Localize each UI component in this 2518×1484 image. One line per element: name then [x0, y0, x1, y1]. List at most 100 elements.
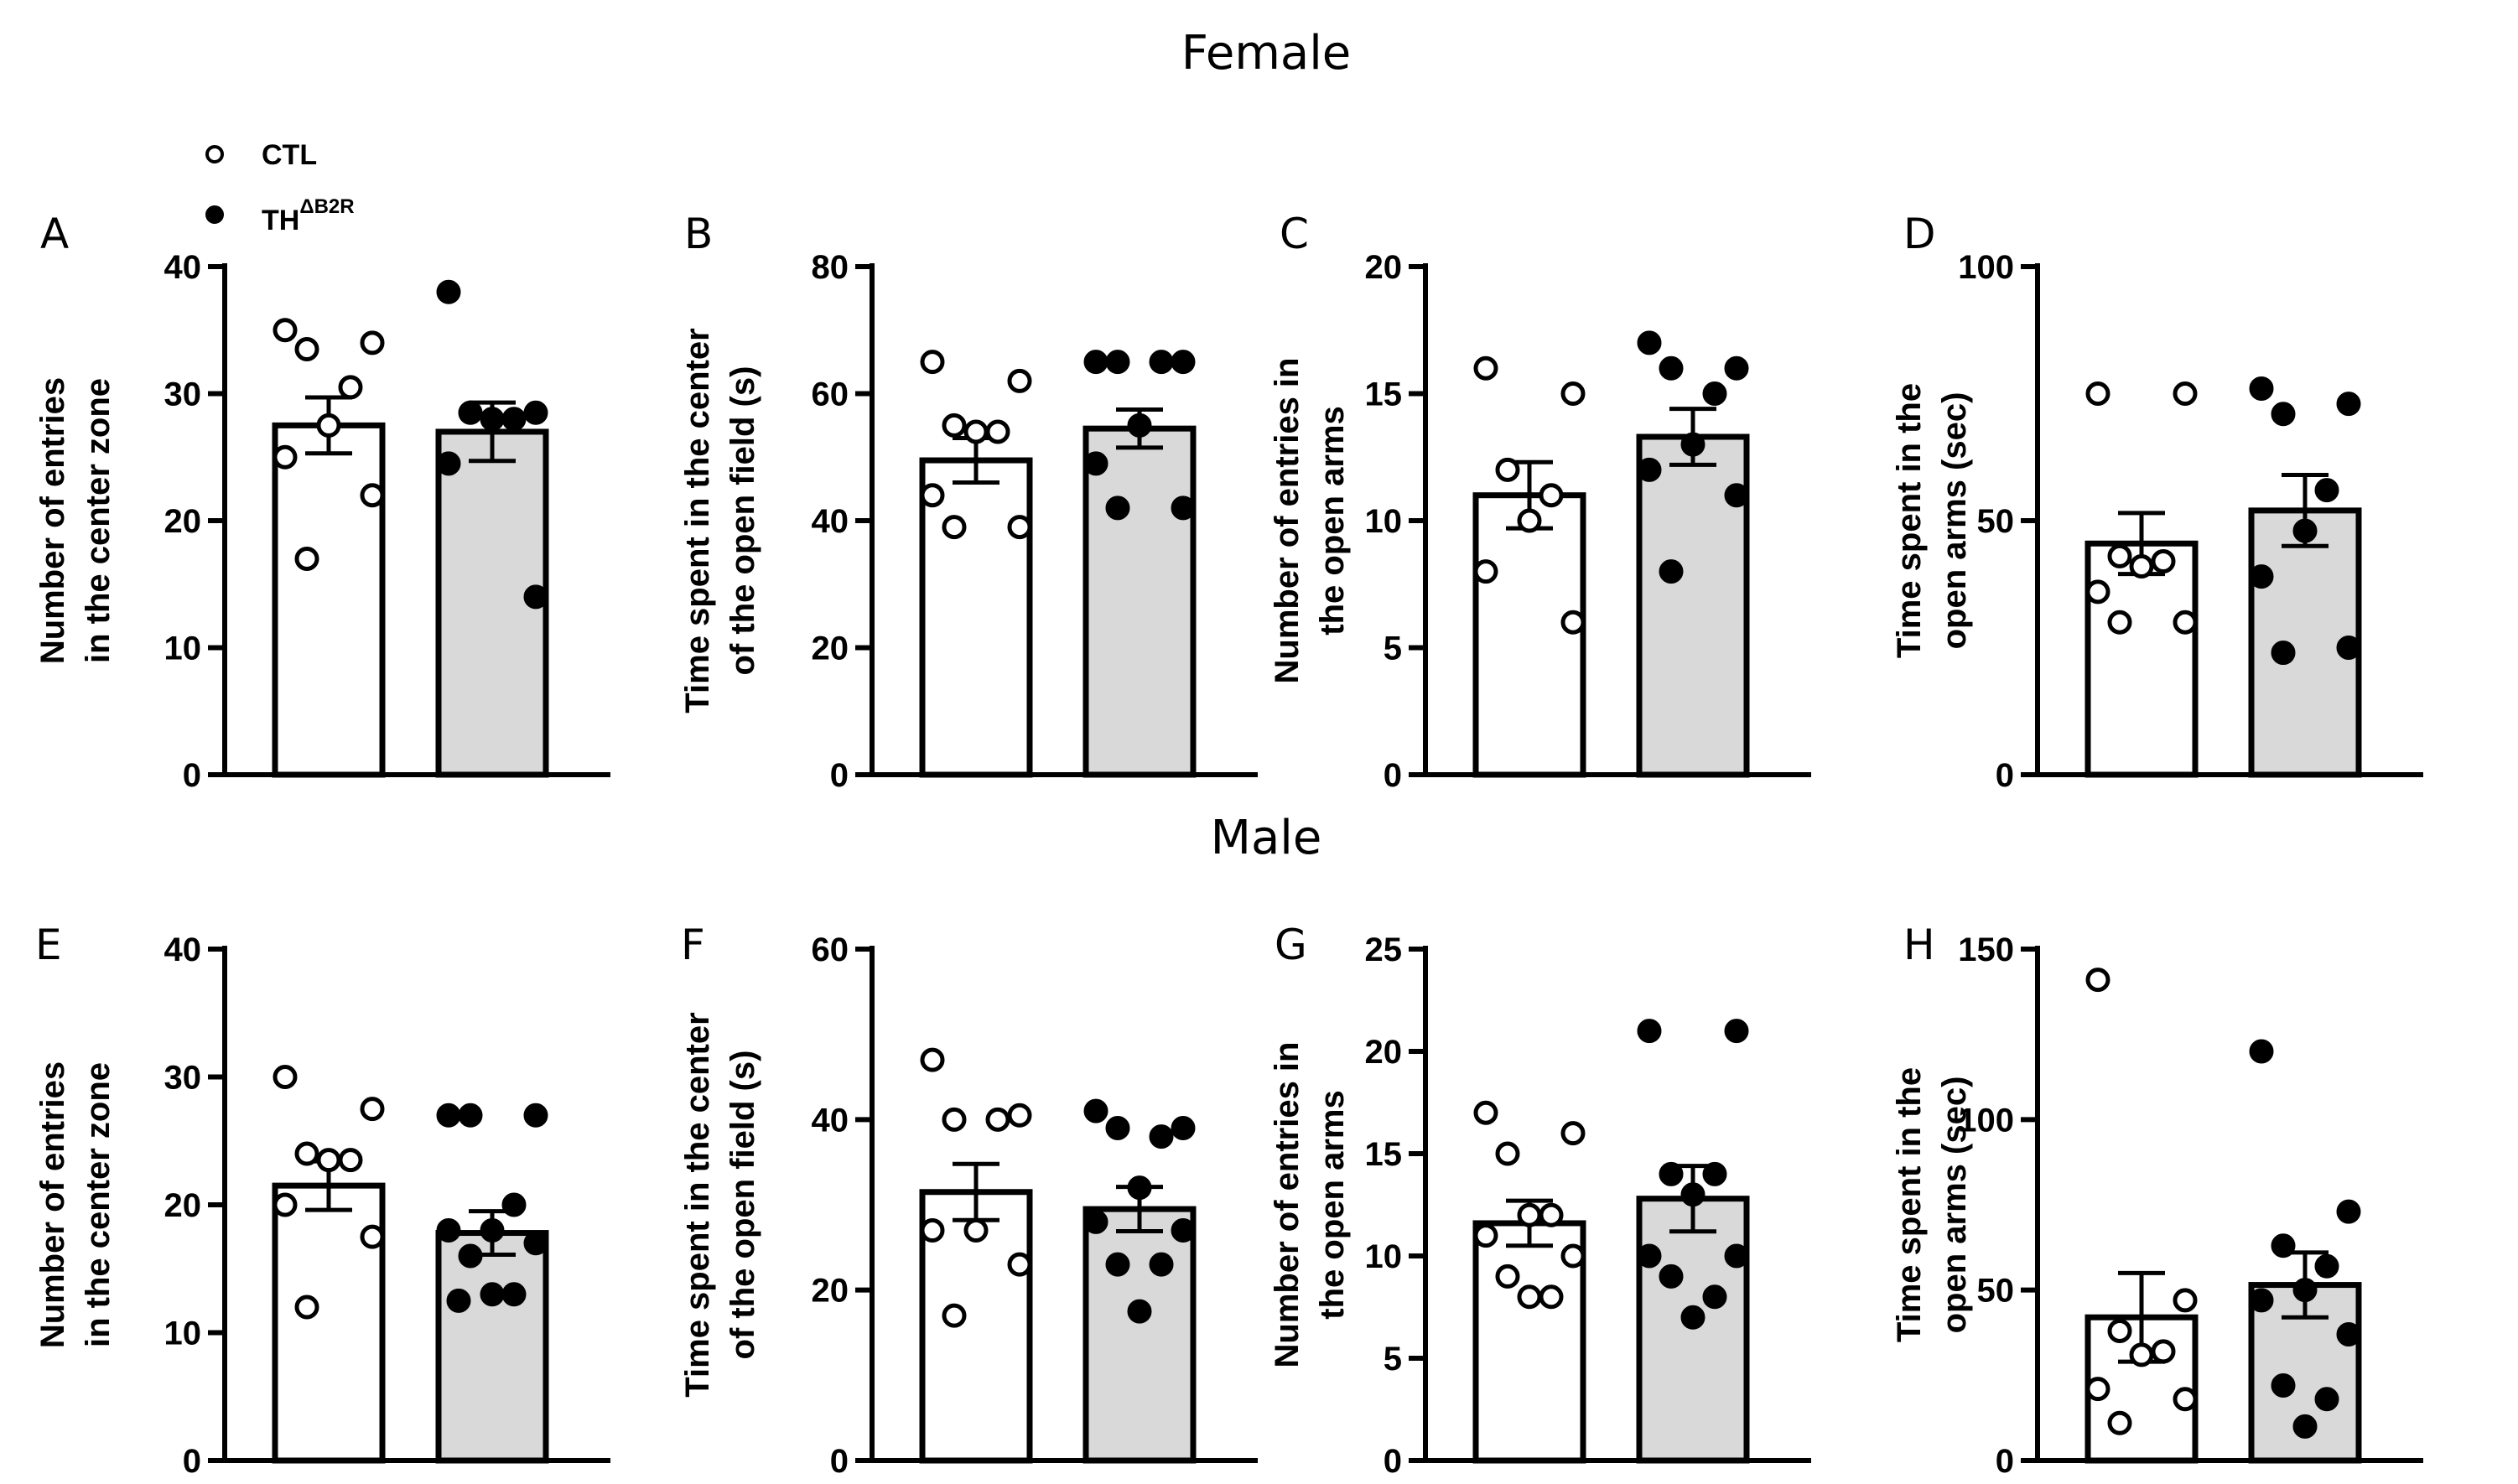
point-d-th-2	[2336, 392, 2361, 417]
panel-letter-c: C	[1280, 210, 1309, 258]
legend: CTL THΔB2R	[205, 139, 355, 236]
y-axis-label-f-line2: of the open field (s)	[724, 1051, 761, 1360]
y-tick-label-g-5: 5	[1384, 1341, 1402, 1378]
point-c-th-7	[1724, 483, 1749, 508]
legend-ctl-marker	[205, 145, 224, 163]
y-axis-label-e-line2: in the center zone	[80, 1062, 117, 1347]
point-g-ctl-9	[1539, 1284, 1564, 1310]
point-b-ctl-1	[920, 350, 945, 375]
point-d-ctl-1	[2085, 381, 2110, 406]
y-axis-label-c-line1: Number of entries in	[1269, 358, 1306, 684]
y-axis-label-g-line2: the open arms	[1314, 1090, 1351, 1319]
point-e-th-8	[458, 1243, 483, 1269]
point-d-ctl-7	[2173, 610, 2198, 635]
y-tick-label-d-100: 100	[1958, 249, 2014, 286]
point-b-th-4	[1149, 350, 1174, 375]
bar-c-ctl	[1472, 492, 1586, 778]
point-d-th-1	[2249, 376, 2274, 401]
y-tick-label-h-50: 50	[1977, 1273, 2015, 1310]
panel-letter-e: E	[35, 921, 62, 969]
y-tick-label-g-15: 15	[1365, 1136, 1403, 1173]
point-f-ctl-8	[942, 1303, 967, 1328]
y-axis-label-d-line1: Time spent in the	[1891, 383, 1928, 658]
point-c-ctl-3	[1495, 457, 1520, 482]
female-title: Female	[1181, 26, 1351, 80]
point-d-th-7	[2336, 636, 2361, 660]
point-f-th-7	[1171, 1218, 1196, 1243]
point-f-ctl-2	[1007, 1103, 1032, 1128]
point-a-ctl-1	[273, 318, 298, 343]
y-tick-label-a-10: 10	[164, 630, 202, 667]
point-c-th-2	[1724, 355, 1749, 381]
point-h-ctl-7	[2173, 1387, 2198, 1412]
legend-th-label-main: TH	[262, 205, 299, 236]
y-tick-label-h-0: 0	[1996, 1443, 2014, 1480]
point-h-ctl-5	[2129, 1342, 2154, 1367]
panel-letter-h: H	[1903, 921, 1935, 969]
panel-c: C Number of entries in the open arms 0 5 10 15…	[1269, 210, 1811, 794]
point-d-ctl-2	[2173, 381, 2198, 406]
point-b-th-8	[1105, 496, 1130, 521]
point-a-ctl-5	[316, 413, 341, 438]
point-e-th-2	[523, 1103, 548, 1128]
point-g-ctl-1	[1473, 1100, 1498, 1125]
point-a-ctl-8	[294, 546, 319, 571]
point-g-ctl-7	[1560, 1243, 1586, 1269]
panel-e: E Number of entries in the center zone 0 10 2…	[34, 921, 610, 1480]
point-f-ctl-7	[1007, 1252, 1032, 1277]
point-e-ctl-5	[316, 1148, 341, 1173]
y-tick-label-f-40: 40	[812, 1102, 849, 1139]
y-tick-label-g-25: 25	[1365, 931, 1403, 968]
point-f-th-6	[1083, 1209, 1108, 1234]
y-axis-label-c-line2: the open arms	[1314, 406, 1351, 635]
y-tick-label-a-0: 0	[183, 757, 201, 794]
point-e-ctl-2	[360, 1097, 385, 1122]
y-tick-label-a-30: 30	[164, 376, 202, 413]
point-e-th-9	[501, 1282, 527, 1307]
point-a-th-4	[501, 407, 527, 432]
y-axis-label-g-line1: Number of entries in	[1269, 1042, 1306, 1368]
point-e-th-4	[501, 1192, 527, 1217]
point-d-th-4	[2314, 478, 2339, 503]
point-f-ctl-4	[985, 1107, 1010, 1132]
point-d-ctl-8	[2107, 610, 2132, 635]
point-h-th-6	[2249, 1288, 2274, 1313]
point-f-th-9	[1149, 1252, 1174, 1277]
point-e-th-3	[458, 1103, 483, 1128]
y-tick-label-c-0: 0	[1384, 757, 1402, 794]
y-tick-label-c-10: 10	[1365, 503, 1403, 540]
panel-letter-f: F	[681, 921, 705, 969]
point-b-ctl-4	[985, 419, 1010, 444]
point-f-ctl-3	[942, 1107, 967, 1132]
legend-th-label: THΔB2R	[262, 195, 355, 236]
y-tick-label-a-40: 40	[164, 249, 202, 286]
y-tick-label-f-20: 20	[812, 1273, 849, 1310]
point-h-th-5	[2292, 1278, 2318, 1303]
point-e-ctl-7	[360, 1224, 385, 1249]
point-h-ctl-2	[2173, 1288, 2198, 1313]
point-e-th-6	[436, 1218, 461, 1243]
point-b-ctl-5	[963, 419, 989, 444]
point-h-th-7	[2336, 1322, 2361, 1347]
y-tick-label-f-60: 60	[812, 931, 849, 968]
point-f-th-4	[1149, 1124, 1174, 1149]
bar-a-ctl	[272, 422, 386, 778]
point-g-th-3	[1659, 1161, 1684, 1186]
bar-b-th	[1082, 425, 1197, 778]
point-g-ctl-2	[1560, 1121, 1586, 1146]
point-a-th-1	[436, 279, 461, 304]
y-tick-label-e-0: 0	[183, 1443, 201, 1480]
point-b-th-1	[1083, 350, 1108, 375]
y-tick-label-e-30: 30	[164, 1060, 202, 1097]
point-g-ctl-8	[1495, 1263, 1520, 1289]
y-tick-label-g-20: 20	[1365, 1034, 1403, 1071]
point-e-th-10	[480, 1282, 505, 1307]
point-a-ctl-6	[273, 444, 298, 470]
y-axis-label-a-line2: in the center zone	[80, 378, 117, 663]
point-g-th-8	[1659, 1263, 1684, 1289]
point-b-ctl-7	[1007, 515, 1032, 540]
point-g-ctl-6	[1473, 1223, 1498, 1248]
panel-h: H Time spent in the open arms (sec) 0 50 100 1…	[1891, 921, 2423, 1480]
point-b-th-6	[1083, 451, 1108, 476]
